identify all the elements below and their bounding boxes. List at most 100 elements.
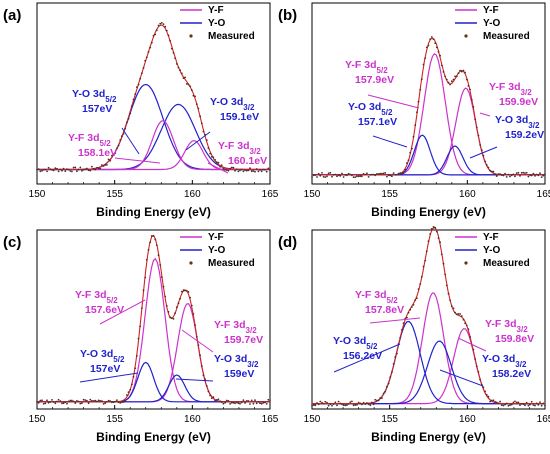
measured-point: [142, 289, 145, 292]
measured-point: [122, 133, 125, 135]
measured-point: [144, 59, 147, 62]
peak-annotation-name: Y-F 3d5/2: [75, 289, 118, 305]
measured-point: [244, 169, 246, 172]
peak-annotation-energy: 160.1eV: [228, 155, 267, 167]
measured-point: [391, 371, 393, 373]
measured-point: [205, 385, 208, 387]
measured-point: [339, 402, 342, 405]
measured-point: [62, 167, 65, 170]
measured-point: [504, 403, 506, 406]
measured-point: [402, 322, 405, 324]
legend-swatch: [189, 34, 193, 38]
measured-point: [242, 170, 245, 173]
measured-point: [182, 77, 185, 79]
measured-point: [464, 322, 466, 325]
measured-point: [502, 404, 505, 407]
x-tick-label: 155: [106, 414, 123, 425]
plot-frame: [311, 229, 546, 410]
measured-point: [39, 170, 42, 173]
measured-point: [102, 403, 105, 405]
measured-point: [409, 151, 412, 154]
measured-point: [252, 402, 255, 405]
measured-point: [527, 404, 530, 407]
measured-point: [76, 170, 78, 173]
measured-point: [72, 400, 75, 403]
measured-point: [126, 121, 128, 124]
measured-point: [457, 72, 460, 75]
measured-point: [262, 168, 265, 171]
measured-point: [86, 399, 88, 402]
measured-point: [364, 403, 367, 405]
measured-point: [214, 399, 217, 402]
measured-point: [485, 164, 488, 166]
measured-point: [204, 378, 207, 381]
measured-point: [269, 399, 271, 402]
measured-point: [379, 172, 382, 175]
measured-point: [97, 167, 100, 170]
measured-point: [114, 152, 117, 155]
measured-point: [194, 95, 197, 98]
measured-point: [129, 112, 132, 115]
measured-point: [114, 400, 117, 403]
measured-point: [535, 173, 538, 176]
measured-point: [344, 174, 347, 176]
measured-point: [530, 174, 533, 177]
measured-point: [381, 397, 383, 399]
measured-point: [164, 25, 167, 28]
measured-point: [192, 313, 195, 315]
measured-point: [487, 166, 490, 169]
measured-point: [121, 401, 123, 404]
x-tick-label: 155: [381, 414, 398, 425]
measured-point: [96, 400, 98, 403]
measured-point: [86, 167, 88, 170]
measured-point: [317, 403, 320, 406]
measured-point: [101, 164, 103, 166]
annotation-leader: [333, 343, 401, 373]
measured-point: [147, 51, 150, 53]
measured-point: [227, 400, 230, 402]
measured-point: [391, 175, 393, 178]
measured-point: [331, 175, 333, 178]
measured-point: [144, 276, 147, 279]
measured-point: [167, 311, 170, 313]
measured-point: [537, 404, 540, 406]
measured-point: [327, 404, 330, 407]
measured-point: [530, 400, 533, 403]
measured-point: [499, 400, 501, 403]
measured-point: [424, 259, 427, 262]
measured-point: [230, 166, 233, 169]
measured-point: [122, 401, 125, 403]
measured-point: [349, 401, 352, 403]
legend-swatch: [189, 261, 193, 265]
measured-point: [427, 240, 430, 243]
measured-point: [202, 374, 205, 377]
measured-point: [452, 307, 455, 310]
measured-point: [51, 169, 53, 171]
peak-annotation-name: Y-O 3d3/2: [214, 353, 259, 369]
measured-point: [149, 241, 152, 244]
measured-point: [439, 241, 441, 244]
x-tick-label: 160: [184, 414, 201, 425]
measured-point: [490, 399, 493, 402]
measured-point: [232, 401, 235, 404]
measured-point: [424, 57, 427, 59]
measured-point: [149, 46, 152, 49]
measured-point: [87, 169, 90, 172]
measured-point: [515, 172, 518, 175]
measured-point: [515, 401, 518, 404]
measured-point: [362, 173, 365, 175]
measured-point: [384, 172, 387, 174]
measured-point: [406, 162, 408, 165]
measured-point: [495, 401, 498, 404]
legend-swatch: [464, 261, 468, 265]
measured-point: [369, 404, 372, 407]
measured-point: [411, 306, 413, 308]
panel-label: (d): [278, 234, 297, 251]
measured-point: [260, 170, 263, 173]
measured-point: [189, 85, 192, 88]
measured-point: [77, 168, 80, 171]
measured-point: [234, 402, 236, 405]
x-tick-label: 165: [537, 189, 550, 200]
measured-point: [71, 170, 73, 173]
measured-point: [477, 371, 480, 373]
